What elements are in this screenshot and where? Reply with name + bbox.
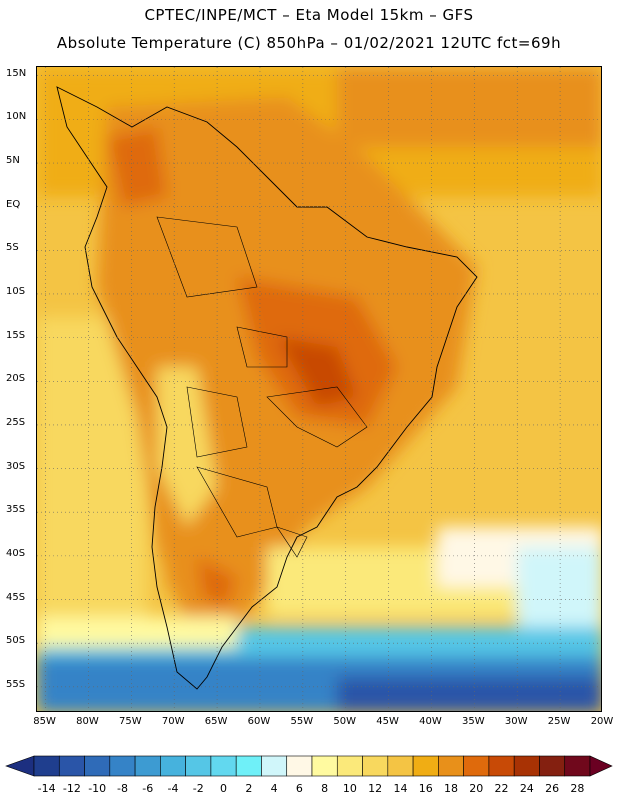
latitude-label: 5S	[6, 242, 19, 254]
legend-label: 26	[545, 782, 560, 795]
longitude-label: 30W	[504, 716, 528, 727]
legend-arrow-high	[589, 755, 613, 777]
map-subtitle: Absolute Temperature (C) 850hPa – 01/02/…	[56, 34, 562, 52]
map-panel	[36, 66, 602, 712]
legend-label: 22	[494, 782, 509, 795]
color-legend	[5, 755, 613, 777]
longitude-label: 40W	[419, 716, 442, 727]
legend-swatch	[261, 755, 288, 777]
legend-swatch	[463, 755, 490, 777]
legend-label: 10	[342, 782, 357, 795]
legend-swatch	[286, 755, 313, 777]
legend-swatch	[336, 755, 363, 777]
legend-swatch	[84, 755, 111, 777]
latitude-label: 5N	[6, 155, 20, 167]
legend-swatch	[362, 755, 389, 777]
latitude-label: 15S	[6, 329, 26, 341]
longitude-label: 80W	[76, 716, 99, 727]
legend-label: 24	[519, 782, 534, 795]
longitude-label: 60W	[247, 716, 271, 727]
legend-swatch	[134, 755, 161, 777]
latitude-label: 10S	[6, 285, 26, 297]
legend-swatch	[387, 755, 414, 777]
legend-swatch	[513, 755, 540, 777]
latitude-label: 15N	[6, 67, 27, 79]
longitude-label: 65W	[204, 716, 228, 727]
latitude-label: 10N	[6, 111, 27, 123]
map-title: CPTEC/INPE/MCT – Eta Model 15km – GFS	[144, 6, 474, 24]
legend-label: 12	[368, 782, 383, 795]
legend-swatch	[58, 755, 85, 777]
temperature-map	[37, 67, 601, 711]
legend-label: 20	[469, 782, 484, 795]
legend-label: -2	[192, 782, 204, 795]
legend-label: 8	[321, 782, 329, 795]
legend-label: 28	[570, 782, 585, 795]
legend-label: -14	[37, 782, 56, 795]
temperature-shading	[37, 67, 601, 711]
longitude-label: 55W	[290, 716, 314, 727]
legend-swatch	[160, 755, 186, 777]
legend-swatch	[109, 755, 136, 777]
legend-label: -6	[142, 782, 154, 795]
latitude-label: 25S	[6, 416, 26, 428]
legend-swatch	[539, 755, 566, 777]
legend-swatch	[210, 755, 237, 777]
longitude-label: 75W	[119, 716, 142, 727]
legend-swatch	[488, 755, 515, 777]
legend-label: 0	[220, 782, 228, 795]
legend-arrow-low	[5, 755, 35, 777]
legend-swatch	[33, 755, 60, 777]
legend-swatch	[235, 755, 262, 777]
longitude-label: 45W	[376, 716, 399, 727]
longitude-label: 20W	[590, 716, 614, 727]
latitude-label: 35S	[6, 504, 26, 516]
legend-label: 14	[393, 782, 408, 795]
legend-label: 2	[245, 782, 253, 795]
longitude-label: 85W	[33, 716, 56, 727]
longitude-label: 70W	[161, 716, 185, 727]
legend-swatch	[564, 755, 591, 777]
latitude-label: 20S	[6, 373, 26, 385]
longitude-label: 35W	[462, 716, 485, 727]
legend-label: -4	[167, 782, 179, 795]
legend-swatch	[412, 755, 439, 777]
legend-label: 16	[418, 782, 433, 795]
longitude-label: 50W	[333, 716, 357, 727]
latitude-label: EQ	[6, 198, 21, 210]
legend-label: 18	[444, 782, 458, 795]
legend-label: -8	[116, 782, 128, 795]
latitude-label: 45S	[6, 591, 26, 603]
latitude-label: 30S	[6, 460, 26, 472]
latitude-label: 40S	[6, 547, 26, 559]
longitude-label: 25W	[547, 716, 571, 727]
legend-swatch	[311, 755, 338, 777]
legend-swatch	[185, 755, 212, 777]
legend-swatch	[438, 755, 464, 777]
latitude-label: 50S	[6, 635, 26, 647]
legend-label: 6	[295, 782, 303, 795]
latitude-label: 55S	[6, 678, 26, 690]
coastline	[56, 86, 478, 690]
legend-label: 4	[270, 782, 278, 795]
legend-label: -12	[62, 782, 81, 795]
legend-label: -10	[88, 782, 107, 795]
